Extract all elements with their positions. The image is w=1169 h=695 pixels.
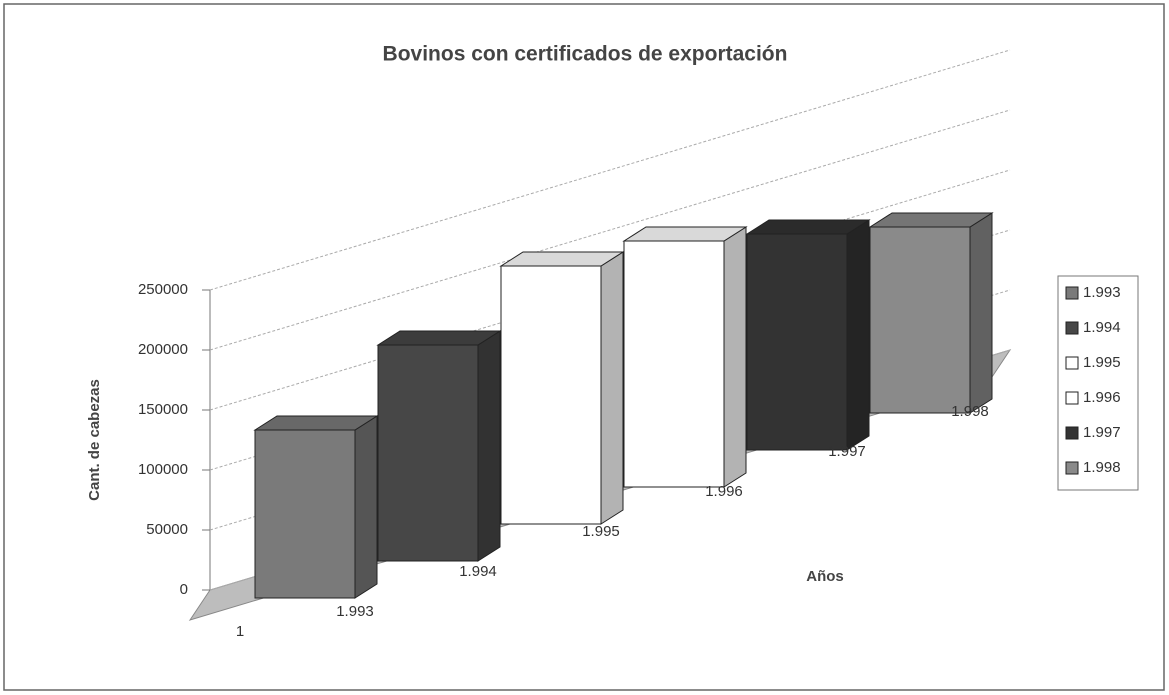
bar — [623, 240, 725, 488]
y-tick-label: 200000 — [138, 341, 188, 358]
legend-label: 1.996 — [1083, 389, 1121, 406]
bar-top — [745, 219, 871, 235]
legend-label: 1.994 — [1083, 319, 1121, 336]
bar-top — [253, 415, 379, 431]
y-tick-label: 0 — [180, 581, 188, 598]
depth-label: 1.998 — [951, 403, 989, 420]
bar — [869, 226, 971, 414]
bar — [254, 429, 356, 599]
x-tick-label: 1 — [236, 623, 244, 640]
y-tick-label: 100000 — [138, 461, 188, 478]
legend-label: 1.997 — [1083, 424, 1121, 441]
legend-label: 1.993 — [1083, 284, 1121, 301]
bar-side — [354, 415, 378, 599]
depth-label: 1.996 — [705, 483, 743, 500]
bar-top — [376, 330, 502, 346]
grid-line — [209, 49, 1011, 291]
legend-swatch — [1065, 286, 1079, 300]
bar-side — [600, 251, 624, 525]
bar-top — [868, 212, 994, 228]
legend-label: 1.995 — [1083, 354, 1121, 371]
y-axis-label: Cant. de cabezas — [86, 379, 103, 501]
depth-label: 1.997 — [828, 443, 866, 460]
legend-swatch — [1065, 321, 1079, 335]
y-tick-label: 250000 — [138, 281, 188, 298]
bar-side — [969, 212, 993, 414]
legend-swatch — [1065, 461, 1079, 475]
y-tick-label: 50000 — [146, 521, 188, 538]
x-axis-label: Años — [806, 568, 844, 585]
depth-label: 1.995 — [582, 523, 620, 540]
depth-label: 1.994 — [459, 563, 497, 580]
legend-swatch — [1065, 391, 1079, 405]
bar-top — [622, 226, 748, 242]
legend-box — [1057, 275, 1139, 491]
bar-side — [723, 226, 747, 488]
y-tick-label: 150000 — [138, 401, 188, 418]
legend-swatch — [1065, 356, 1079, 370]
bar — [500, 265, 602, 525]
legend-label: 1.998 — [1083, 459, 1121, 476]
bar-side — [477, 330, 501, 562]
legend-swatch — [1065, 426, 1079, 440]
bar-side — [846, 219, 870, 451]
bar-top — [499, 251, 625, 267]
bar — [377, 344, 479, 562]
bar — [746, 233, 848, 451]
depth-label: 1.993 — [336, 603, 374, 620]
grid-line — [209, 109, 1011, 351]
chart-title: Bovinos con certificados de exportación — [383, 43, 788, 66]
